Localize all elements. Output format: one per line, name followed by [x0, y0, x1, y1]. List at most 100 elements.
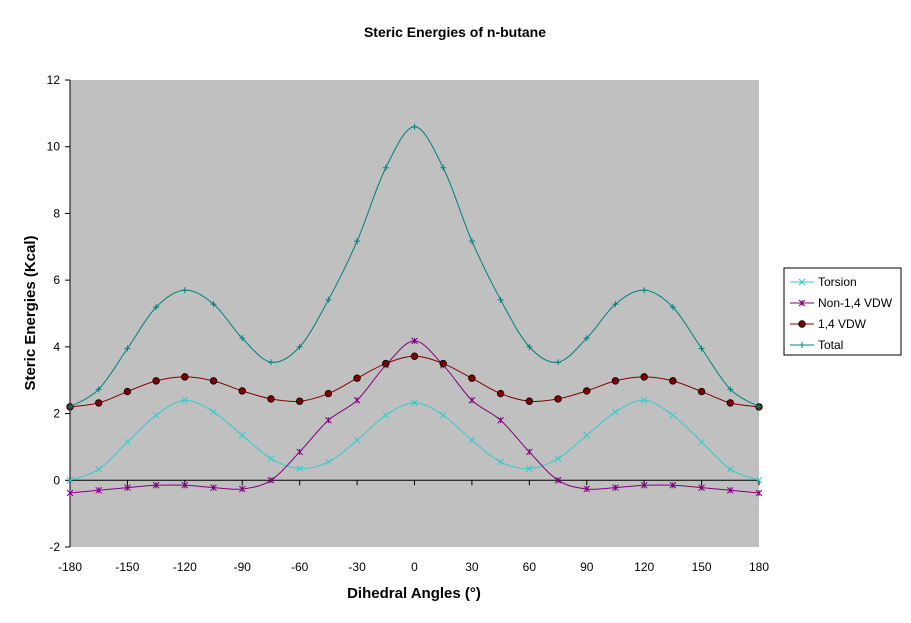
point-marker [95, 486, 103, 494]
point-marker [583, 431, 591, 439]
point-marker [799, 342, 805, 348]
x-tick-label: -60 [291, 560, 309, 574]
point-marker [296, 465, 304, 472]
y-tick-label: -2 [49, 540, 60, 554]
point-marker [95, 399, 103, 407]
y-tick-label: 8 [53, 206, 60, 220]
point-marker [555, 359, 562, 366]
point-marker [726, 486, 734, 494]
point-marker [526, 343, 533, 350]
point-marker [583, 485, 591, 493]
x-tick-label: -120 [173, 560, 197, 574]
point-marker [554, 455, 562, 462]
x-tick-label: 60 [523, 560, 537, 574]
point-marker [525, 448, 533, 456]
y-tick-label: 2 [53, 407, 60, 421]
point-marker [612, 301, 619, 308]
point-marker [152, 411, 160, 419]
point-marker [497, 416, 504, 424]
point-marker [324, 389, 333, 398]
point-marker [411, 337, 418, 345]
point-marker [669, 411, 677, 419]
point-marker [95, 386, 102, 393]
point-marker [798, 320, 806, 328]
legend-label: Total [818, 338, 843, 352]
point-marker [353, 374, 361, 382]
legend-item: Total [790, 338, 843, 352]
point-marker [583, 387, 591, 395]
point-marker [411, 399, 418, 407]
point-marker [124, 438, 131, 446]
legend-label: Non-1,4 VDW [818, 296, 893, 310]
y-tick-label: 6 [53, 273, 60, 287]
point-marker [612, 484, 619, 491]
series-torsion [66, 396, 763, 484]
legend-label: Torsion [818, 275, 857, 289]
point-marker [525, 397, 534, 405]
point-marker [382, 411, 390, 419]
point-marker [439, 411, 447, 419]
point-marker [611, 377, 620, 385]
point-marker [726, 399, 734, 407]
point-marker [66, 476, 74, 484]
point-marker [238, 485, 246, 493]
point-marker [497, 458, 504, 466]
legend-item: 1,4 VDW [790, 317, 867, 331]
axes: -2 0 2 4 6 8 10 12 -180 -150 -120 -90 -60 -30 0 30 60 90 1… [47, 73, 770, 574]
point-marker [756, 403, 762, 410]
x-axis-title: Dihedral Angles (°) [347, 585, 481, 602]
point-marker [727, 386, 734, 393]
point-marker [152, 377, 160, 385]
y-tick-label: 4 [53, 340, 60, 354]
point-marker [669, 377, 677, 385]
x-tick-label: -180 [58, 560, 82, 574]
legend: Torsion Non-1,4 VDW 1,4 VDW Total [783, 267, 902, 356]
point-marker [152, 481, 160, 489]
x-tick-label: -30 [348, 560, 366, 574]
point-marker [210, 408, 217, 416]
point-marker [755, 476, 763, 484]
point-marker [296, 343, 303, 350]
legend-item: Torsion [790, 275, 857, 289]
series-non-1-4-vdw [66, 337, 763, 497]
point-marker [669, 481, 677, 489]
y-tick-label: 12 [47, 73, 61, 87]
point-marker [153, 304, 160, 311]
point-marker [640, 373, 648, 381]
point-marker [525, 465, 533, 472]
point-marker [382, 359, 390, 368]
point-marker [239, 335, 246, 342]
point-marker [210, 484, 217, 491]
point-marker [296, 448, 304, 456]
point-marker [353, 396, 361, 404]
point-marker [210, 301, 217, 308]
legend-label: 1,4 VDW [818, 317, 867, 331]
chart-title: Steric Energies of n-butane [364, 24, 546, 40]
point-marker [698, 484, 705, 491]
point-marker [238, 387, 246, 395]
x-tick-label: 150 [692, 560, 712, 574]
point-marker [181, 481, 189, 489]
point-marker [554, 395, 562, 403]
x-tick-label: 30 [465, 560, 479, 574]
point-marker [698, 345, 705, 352]
x-tick-label: 0 [411, 560, 418, 574]
point-marker [181, 373, 189, 381]
point-marker [325, 296, 332, 303]
point-marker [267, 359, 274, 366]
point-marker [439, 359, 447, 368]
series-layer [66, 123, 763, 497]
point-marker [267, 476, 275, 484]
point-marker [640, 481, 648, 489]
point-marker [612, 408, 619, 416]
y-tick-label: 10 [47, 140, 61, 154]
legend-item: Non-1,4 VDW [790, 296, 893, 310]
x-tick-label: 180 [749, 560, 769, 574]
series-total [67, 123, 762, 410]
point-marker [67, 403, 73, 410]
plot-area [70, 80, 759, 547]
point-marker [353, 436, 361, 444]
point-marker [354, 238, 361, 245]
point-marker [181, 396, 189, 404]
point-marker [640, 396, 648, 404]
